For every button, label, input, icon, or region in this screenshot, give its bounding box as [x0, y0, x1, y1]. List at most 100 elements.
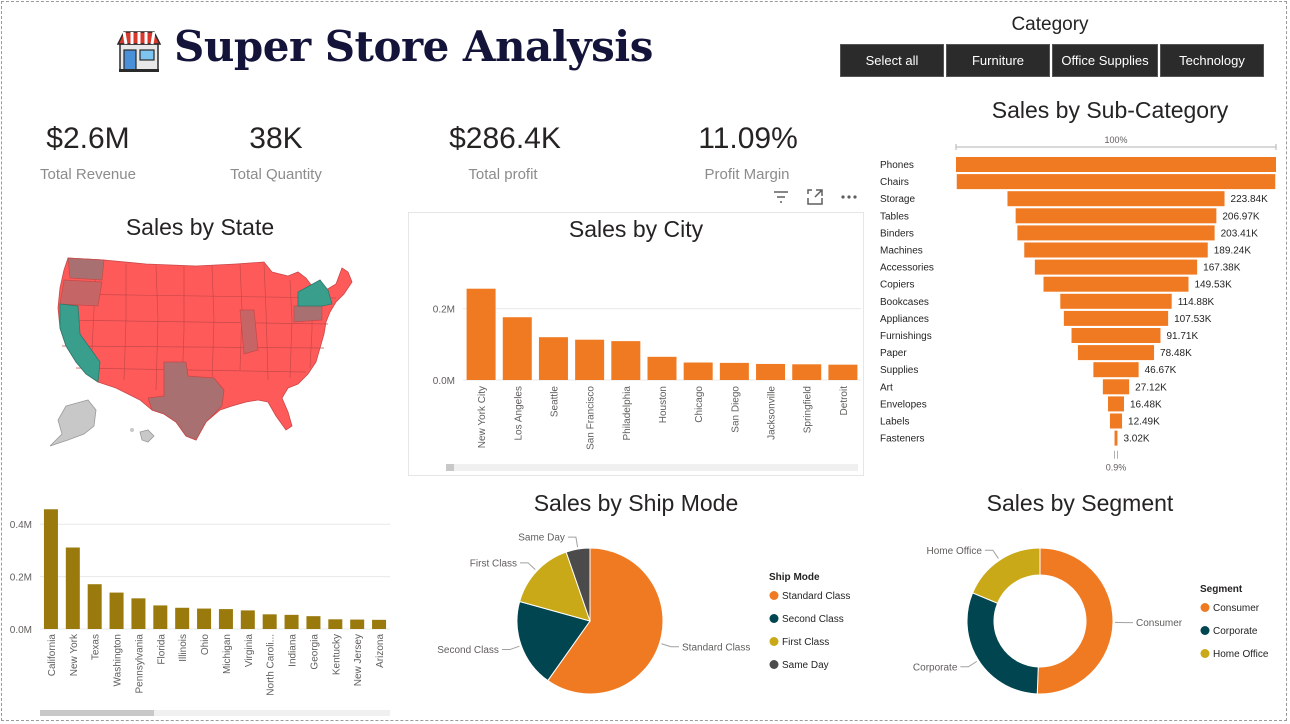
bar-new-jersey[interactable]: [350, 619, 365, 629]
segment-donut-chart[interactable]: Consumer Corporate Home Office Segment Consu…: [880, 524, 1284, 720]
bar-new-york[interactable]: [65, 547, 80, 629]
city-bar-chart[interactable]: 0.0M 0.2M New York City Los Angeles Seattle S…: [409, 250, 863, 464]
bar-springfield[interactable]: [792, 364, 822, 380]
legend-marker[interactable]: [1200, 603, 1210, 612]
funnel-bar-storage[interactable]: [1007, 191, 1225, 207]
funnel-bar-tables[interactable]: [1015, 208, 1217, 224]
funnel-bar-appliances[interactable]: [1063, 310, 1169, 326]
bar-seattle[interactable]: [538, 337, 568, 380]
city-bar-scrollbar[interactable]: [446, 464, 858, 471]
state-bar-scrollbar[interactable]: [40, 710, 390, 716]
bar-michigan[interactable]: [218, 609, 233, 629]
legend-marker[interactable]: [769, 637, 779, 646]
legend-title: Segment: [1200, 584, 1243, 595]
legend-item-consumer[interactable]: Consumer: [1213, 603, 1260, 614]
city-bar-visual[interactable]: [408, 212, 864, 476]
funnel-value-label: 223.84K: [1231, 194, 1269, 205]
state-bar-chart[interactable]: 0.0M 0.2M 0.4M California New York Texas Washi…: [0, 470, 398, 722]
slice-label: Same Day: [518, 533, 565, 544]
bar-georgia[interactable]: [306, 616, 321, 629]
filter-icon[interactable]: [770, 186, 792, 208]
legend-item-same-day[interactable]: Same Day: [782, 660, 829, 671]
funnel-bar-phones[interactable]: [956, 157, 1276, 172]
funnel-bar-binders[interactable]: [1017, 225, 1215, 241]
funnel-value-label: 189.24K: [1214, 246, 1252, 257]
funnel-bar-supplies[interactable]: [1093, 362, 1139, 378]
report-title: Super Store Analysis: [174, 22, 653, 71]
bar-jacksonville[interactable]: [756, 363, 786, 380]
leader-line: [960, 660, 978, 668]
bar-washington[interactable]: [109, 592, 124, 629]
bar-houston[interactable]: [647, 356, 677, 380]
legend-item-home-office[interactable]: Home Office: [1213, 649, 1269, 660]
funnel-bar-accessories[interactable]: [1034, 259, 1198, 275]
funnel-bar-chairs[interactable]: [956, 174, 1276, 190]
funnel-bottom-label: 0.9%: [1106, 463, 1127, 473]
bar-arizona[interactable]: [372, 619, 387, 629]
slicer-furniture-button[interactable]: Furniture: [946, 44, 1050, 77]
slice-same-day[interactable]: [565, 547, 591, 622]
slicer-select-all-button[interactable]: Select all: [840, 44, 944, 77]
x-tick-label: New Jersey: [353, 634, 364, 686]
legend-item-standard-class[interactable]: Standard Class: [782, 591, 850, 602]
slice-home-office[interactable]: [971, 547, 1041, 604]
legend-marker[interactable]: [1200, 649, 1210, 658]
legend-item-second-class[interactable]: Second Class: [782, 614, 844, 625]
bar-kentucky[interactable]: [328, 619, 343, 629]
bar-philadelphia[interactable]: [611, 341, 641, 380]
slice-corporate[interactable]: [966, 592, 1039, 695]
slice-second-class[interactable]: [516, 600, 591, 682]
slice-label: Second Class: [437, 645, 499, 656]
legend-marker[interactable]: [769, 660, 779, 669]
x-tick-label: Texas: [91, 634, 102, 660]
bar-indiana[interactable]: [284, 614, 299, 629]
bar-ohio[interactable]: [197, 608, 212, 629]
state-bar-scroll-thumb[interactable]: [40, 710, 154, 716]
slice-standard-class[interactable]: [547, 547, 664, 695]
funnel-bar-envelopes[interactable]: [1108, 396, 1124, 412]
bar-san-francisco[interactable]: [575, 339, 605, 380]
bar-detroit[interactable]: [828, 364, 858, 380]
bar-north-caroli[interactable]: [262, 614, 277, 629]
kpi-total-profit-value: $286.4K: [449, 122, 561, 155]
bar-pennsylvania[interactable]: [131, 598, 146, 629]
leader-line: [501, 645, 520, 651]
legend-marker[interactable]: [1200, 626, 1210, 635]
funnel-category-label: Tables: [880, 211, 909, 222]
bar-chicago[interactable]: [683, 362, 713, 380]
shipmode-pie-chart[interactable]: Standard Class Second Class First Class Sam…: [410, 524, 870, 720]
slicer-technology-button[interactable]: Technology: [1160, 44, 1264, 77]
map-state-texas: [147, 361, 225, 441]
more-options-icon[interactable]: [838, 186, 860, 208]
funnel-bar-paper[interactable]: [1077, 345, 1155, 361]
bar-new-york-city[interactable]: [466, 288, 496, 380]
state-map[interactable]: [36, 250, 362, 450]
slice-first-class[interactable]: [519, 551, 591, 622]
bar-illinois[interactable]: [175, 607, 190, 629]
focus-mode-icon[interactable]: [804, 186, 826, 208]
bar-san-diego[interactable]: [719, 362, 749, 380]
bar-florida[interactable]: [153, 605, 168, 629]
bar-california[interactable]: [43, 509, 58, 629]
legend-marker[interactable]: [769, 591, 779, 600]
x-tick-label: Ohio: [200, 634, 211, 656]
bar-texas[interactable]: [87, 584, 102, 629]
funnel-bar-copiers[interactable]: [1043, 276, 1189, 292]
funnel-bar-fasteners[interactable]: [1114, 430, 1118, 446]
legend-item-first-class[interactable]: First Class: [782, 637, 829, 648]
funnel-bar-bookcases[interactable]: [1060, 293, 1172, 309]
funnel-bar-machines[interactable]: [1024, 242, 1208, 258]
bar-los-angeles[interactable]: [502, 317, 532, 380]
funnel-category-label: Copiers: [880, 280, 914, 291]
funnel-bar-art[interactable]: [1102, 379, 1130, 395]
subcategory-funnel-chart[interactable]: 100% Phones Chairs Storage 223.84K Tables 206.…: [876, 128, 1286, 474]
funnel-bar-furnishings[interactable]: [1071, 328, 1161, 343]
funnel-value-label: 27.12K: [1135, 382, 1167, 393]
funnel-bar-labels[interactable]: [1109, 413, 1123, 429]
bar-virginia[interactable]: [240, 610, 255, 629]
legend-item-corporate[interactable]: Corporate: [1213, 626, 1258, 637]
legend-marker[interactable]: [769, 614, 779, 623]
slice-consumer[interactable]: [1036, 547, 1114, 695]
slicer-office-supplies-button[interactable]: Office Supplies: [1052, 44, 1158, 77]
city-bar-scroll-thumb[interactable]: [446, 464, 454, 471]
